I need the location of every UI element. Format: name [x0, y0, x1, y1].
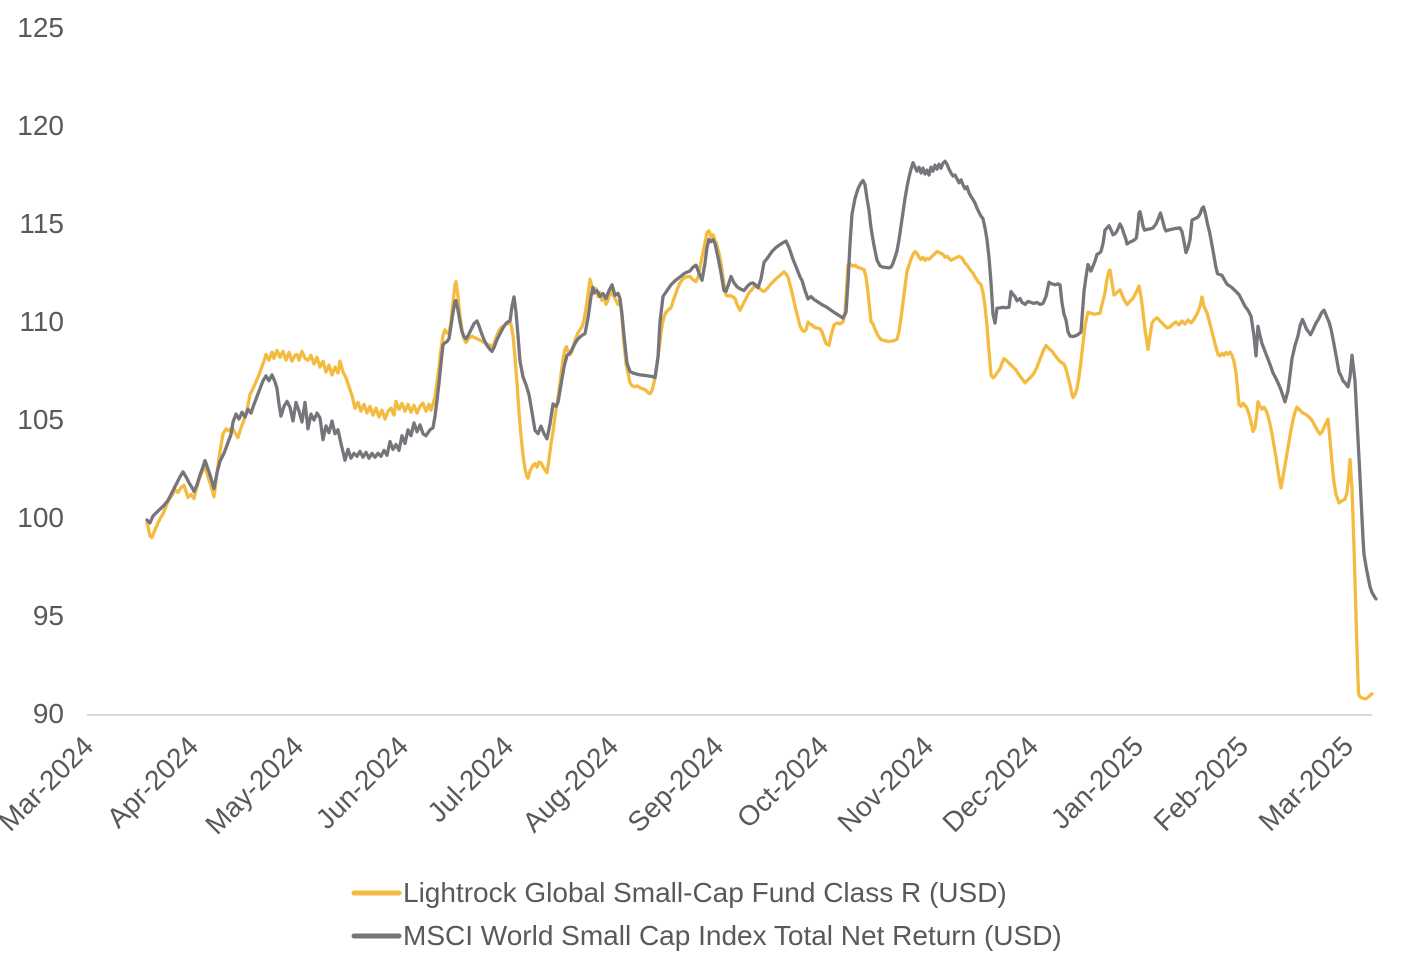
svg-text:120: 120 [17, 110, 64, 141]
svg-text:90: 90 [33, 698, 64, 729]
svg-text:105: 105 [17, 404, 64, 435]
svg-text:115: 115 [19, 208, 64, 239]
svg-text:Lightrock Global Small-Cap Fun: Lightrock Global Small-Cap Fund Class R … [403, 877, 1007, 908]
svg-text:110: 110 [19, 306, 64, 337]
svg-text:MSCI World Small Cap Index Tot: MSCI World Small Cap Index Total Net Ret… [403, 920, 1062, 951]
svg-text:100: 100 [17, 502, 64, 533]
svg-text:125: 125 [17, 12, 64, 43]
svg-text:95: 95 [33, 600, 64, 631]
